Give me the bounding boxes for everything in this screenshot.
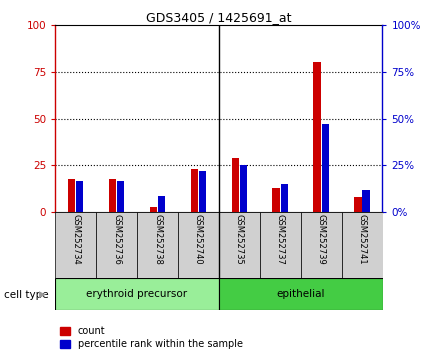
Bar bbox=[313, 62, 321, 212]
Bar bbox=[68, 179, 75, 212]
Text: GSM252736: GSM252736 bbox=[112, 215, 121, 265]
Bar bbox=[260, 212, 300, 278]
Text: GSM252737: GSM252737 bbox=[276, 215, 285, 265]
Text: GSM252734: GSM252734 bbox=[71, 215, 80, 265]
Title: GDS3405 / 1425691_at: GDS3405 / 1425691_at bbox=[146, 11, 292, 24]
Bar bbox=[109, 179, 116, 212]
Text: ▶: ▶ bbox=[39, 290, 46, 299]
Bar bbox=[55, 212, 96, 278]
Legend: count, percentile rank within the sample: count, percentile rank within the sample bbox=[60, 326, 243, 349]
Bar bbox=[150, 207, 157, 212]
Bar bbox=[199, 171, 206, 212]
Bar bbox=[240, 165, 247, 212]
Text: GSM252739: GSM252739 bbox=[317, 215, 326, 265]
Text: cell type: cell type bbox=[4, 290, 49, 299]
Bar bbox=[178, 212, 219, 278]
Bar bbox=[322, 124, 329, 212]
Text: epithelial: epithelial bbox=[276, 289, 325, 299]
Bar bbox=[137, 212, 178, 278]
Bar bbox=[76, 181, 83, 212]
Bar bbox=[158, 195, 165, 212]
Bar bbox=[363, 190, 370, 212]
Bar bbox=[219, 212, 260, 278]
Bar bbox=[219, 278, 382, 310]
Bar bbox=[55, 278, 219, 310]
Bar bbox=[354, 198, 362, 212]
Bar bbox=[342, 212, 383, 278]
Bar bbox=[117, 181, 125, 212]
Bar bbox=[280, 184, 288, 212]
Bar bbox=[300, 212, 342, 278]
Text: erythroid precursor: erythroid precursor bbox=[87, 289, 187, 299]
Bar bbox=[272, 188, 280, 212]
Text: GSM252735: GSM252735 bbox=[235, 215, 244, 265]
Bar bbox=[232, 158, 239, 212]
Bar bbox=[96, 212, 137, 278]
Text: GSM252741: GSM252741 bbox=[357, 215, 366, 265]
Text: GSM252740: GSM252740 bbox=[194, 215, 203, 265]
Text: GSM252738: GSM252738 bbox=[153, 215, 162, 265]
Bar bbox=[191, 169, 198, 212]
